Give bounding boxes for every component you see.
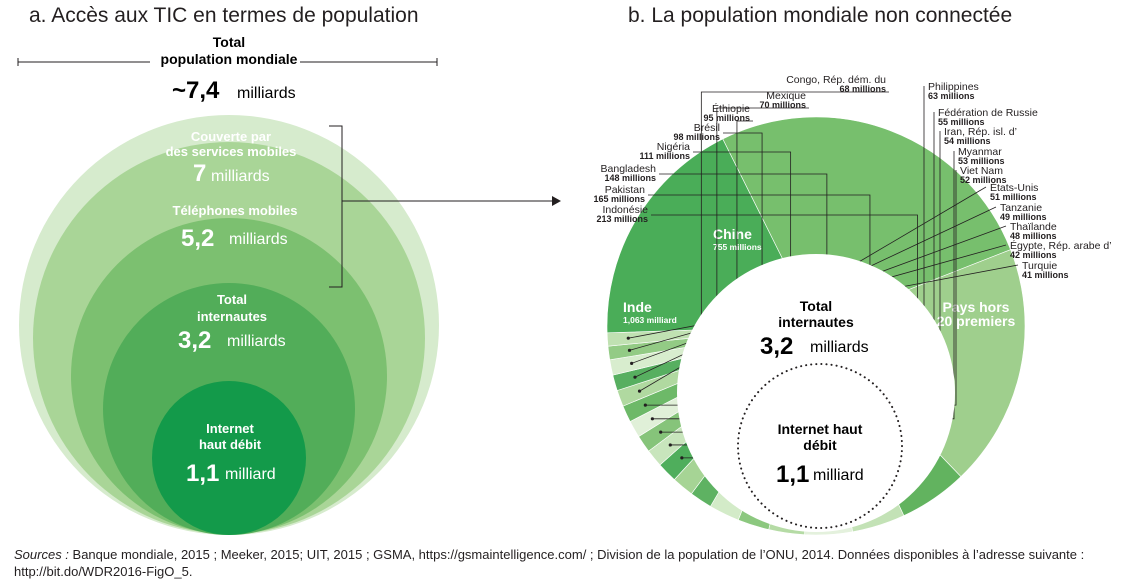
inner-unit: milliard xyxy=(813,467,864,484)
callout-label-philippines: Philippines xyxy=(928,81,979,93)
callout-value-tanzanie: 49 millions xyxy=(1000,212,1047,222)
callout-value-myanmar: 53 millions xyxy=(958,156,1005,166)
broadband-dotted-circle xyxy=(737,363,903,529)
slice-label-others-line1: Pays hors xyxy=(943,299,1010,315)
callout-value-federation-de-russie: 55 millions xyxy=(938,117,985,127)
callout-label-bangladesh: Bangladesh xyxy=(601,163,657,175)
leader-dot-egypte-rep-arabe-d xyxy=(627,348,632,352)
internet-users-value: 3,2 xyxy=(178,327,211,354)
callout-value-ethiopie: 95 millions xyxy=(703,113,750,123)
inner-label-line1: Internet haut xyxy=(778,421,863,437)
callout-value-philippines: 63 millions xyxy=(928,91,975,101)
broadband-label-line1: Internet xyxy=(206,421,254,436)
callout-value-viet-nam: 52 millions xyxy=(960,175,1007,185)
callout-value-thailande: 48 millions xyxy=(1010,231,1057,241)
callout-label-mexique: Mexique xyxy=(766,90,806,102)
internet-users-unit: milliards xyxy=(227,333,286,350)
inner-label-line2: débit xyxy=(803,437,837,453)
center-label-line2: internautes xyxy=(778,314,854,330)
coverage-value: 7 xyxy=(193,160,206,187)
callout-label-nigeria: Nigéria xyxy=(657,141,690,153)
slice-value-inde: 1,063 milliard xyxy=(623,315,677,325)
callout-label-myanmar: Myanmar xyxy=(958,146,1002,158)
slice-label-chine: Chine xyxy=(713,226,752,242)
leader-dot-viet-nam xyxy=(643,403,647,407)
callout-value-indonesie: 213 millions xyxy=(596,214,648,224)
total-population-bracket xyxy=(17,58,438,66)
broadband-value: 1,1 xyxy=(186,460,219,487)
coverage-unit: milliards xyxy=(211,168,270,185)
internet-users-label-line1: Total xyxy=(217,292,247,307)
slice-value-chine: 755 millions xyxy=(713,242,762,252)
panel-a: a. Accès aux TIC en termes de population… xyxy=(17,4,561,535)
leader-dot-iran-rep-isl-d xyxy=(659,430,663,434)
slice-label-inde: Inde xyxy=(623,299,652,315)
callout-label-federation-de-russie: Fédération de Russie xyxy=(938,107,1038,119)
sources-label: Sources : xyxy=(14,547,69,562)
callout-value-egypte-rep-arabe-d: 42 millions xyxy=(1010,250,1057,260)
leader-dot-federation-de-russie xyxy=(668,443,672,447)
callout-label-thailande: Thaïlande xyxy=(1010,221,1057,233)
callout-value-turquie: 41 millions xyxy=(1022,270,1069,280)
leader-dot-philippines xyxy=(680,456,684,460)
coverage-label-line2: des services mobiles xyxy=(166,144,297,159)
center-label-line1: Total xyxy=(800,298,832,314)
panel-b: b. La population mondiale non connectée … xyxy=(593,4,1112,536)
callout-value-mexique: 70 millions xyxy=(759,100,806,110)
mobile-phones-label: Téléphones mobiles xyxy=(173,203,298,218)
total-label-line1: Total xyxy=(213,34,245,50)
callout-value-pakistan: 165 millions xyxy=(593,194,645,204)
callout-label-turquie: Turquie xyxy=(1022,260,1057,272)
leader-dot-tanzanie xyxy=(633,375,637,379)
total-label-line2: population mondiale xyxy=(161,51,298,67)
center-unit: milliards xyxy=(810,339,869,356)
total-population-value: ~7,4 xyxy=(172,77,220,104)
internet-users-label-line2: internautes xyxy=(197,309,267,324)
sources-note: Sources : Banque mondiale, 2015 ; Meeker… xyxy=(14,546,1129,580)
circle-broadband xyxy=(152,381,306,535)
connector-arrow-icon xyxy=(552,196,561,206)
sources-text: Banque mondiale, 2015 ; Meeker, 2015; UI… xyxy=(14,547,1085,579)
callout-value-bangladesh: 148 millions xyxy=(604,173,656,183)
panel-b-title: b. La population mondiale non connectée xyxy=(628,4,1012,27)
center-value: 3,2 xyxy=(760,333,793,360)
callout-label-bresil: Brésil xyxy=(694,122,720,134)
leader-dot-etats-unis xyxy=(637,389,642,393)
connector-bracket xyxy=(329,125,552,288)
mobile-phones-unit: milliards xyxy=(229,231,288,248)
callout-label-ethiopie: Éthiopie xyxy=(712,102,750,115)
callout-label-pakistan: Pakistan xyxy=(605,184,645,196)
donut-hole xyxy=(677,254,955,532)
callout-label-congo-rep-dem-du: Congo, Rép. dém. du xyxy=(786,74,886,86)
callout-value-etats-unis: 51 millions xyxy=(990,192,1037,202)
callout-value-nigeria: 111 millions xyxy=(639,151,690,161)
panel-a-title: a. Accès aux TIC en termes de population xyxy=(29,4,419,27)
callout-label-etats-unis: États-Unis xyxy=(990,181,1038,194)
callout-value-iran-rep-isl-d: 54 millions xyxy=(944,136,991,146)
callout-label-iran-rep-isl-d: Iran, Rép. isl. d’ xyxy=(944,126,1017,138)
slice-label-others-line2: 20 premiers xyxy=(937,313,1016,329)
callout-label-egypte-rep-arabe-d: Égypte, Rép. arabe d’ xyxy=(1010,239,1112,252)
broadband-label-line2: haut débit xyxy=(199,437,262,452)
inner-value: 1,1 xyxy=(776,461,809,488)
callout-label-tanzanie: Tanzanie xyxy=(1000,202,1042,214)
total-population-unit: milliards xyxy=(237,85,296,102)
callout-value-bresil: 98 millions xyxy=(673,132,720,142)
callout-label-viet-nam: Viet Nam xyxy=(960,165,1003,177)
callout-value-congo-rep-dem-du: 68 millions xyxy=(839,84,886,94)
leader-dot-turquie xyxy=(626,336,630,340)
leader-dot-myanmar xyxy=(650,417,654,421)
mobile-phones-value: 5,2 xyxy=(181,225,214,252)
coverage-label-line1: Couverte par xyxy=(191,129,271,144)
leader-dot-thailande xyxy=(630,361,634,365)
callout-label-indonesie: Indonésie xyxy=(602,204,648,216)
broadband-unit: milliard xyxy=(225,466,276,483)
